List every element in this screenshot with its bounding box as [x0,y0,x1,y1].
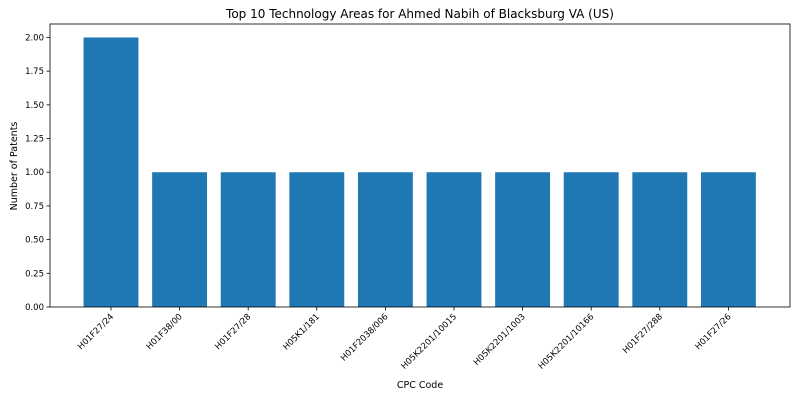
y-tick-label: 1.00 [25,168,44,178]
x-tick-label: H05K1/181 [281,312,322,353]
x-tick-label: H05K2201/10015 [399,312,459,372]
x-tick-label: H01F2038/006 [339,312,390,363]
x-tick-label: H01F27/288 [621,312,665,356]
bar-H01F27/26 [701,172,756,307]
bars-group [84,37,756,307]
x-tick-label: H01F27/24 [76,312,116,352]
y-tick-label: 1.75 [25,67,44,77]
y-tick-label: 0.25 [25,269,44,279]
y-tick-label: 1.50 [25,101,44,111]
x-tick-label: H01F38/00 [145,312,185,352]
x-axis-label: CPC Code [397,380,443,391]
bar-H01F2038/006 [358,172,413,307]
x-tick-label: H01F27/28 [213,312,253,352]
bar-H01F27/28 [221,172,276,307]
y-tick-label: 0.50 [25,236,44,246]
bar-H01F27/24 [84,37,139,307]
bar-H01F27/288 [632,172,687,307]
bar-H05K2201/1003 [495,172,550,307]
y-tick-label: 1.25 [25,135,44,145]
bar-H05K1/181 [289,172,344,307]
y-tick-label: 0.75 [25,202,44,212]
y-axis-label: Number of Patents [9,122,20,211]
x-tick-label: H05K2201/1003 [472,312,528,368]
bar-H05K2201/10166 [564,172,619,307]
bar-H05K2201/10015 [427,172,482,307]
y-tick-label: 2.00 [25,33,44,43]
y-axis: 0.00 0.25 0.50 0.75 1.00 1.25 1.50 1.75 2.00 [25,33,50,313]
y-tick-label: 0.00 [25,303,44,313]
chart-title: Top 10 Technology Areas for Ahmed Nabih … [225,7,614,21]
x-tick-label: H05K2201/10166 [537,312,597,372]
x-axis: H01F27/24 H01F38/00 H01F27/28 H05K1/181 H01F… [76,307,733,372]
x-tick-label: H01F27/26 [694,312,734,352]
bar-H01F38/00 [152,172,207,307]
